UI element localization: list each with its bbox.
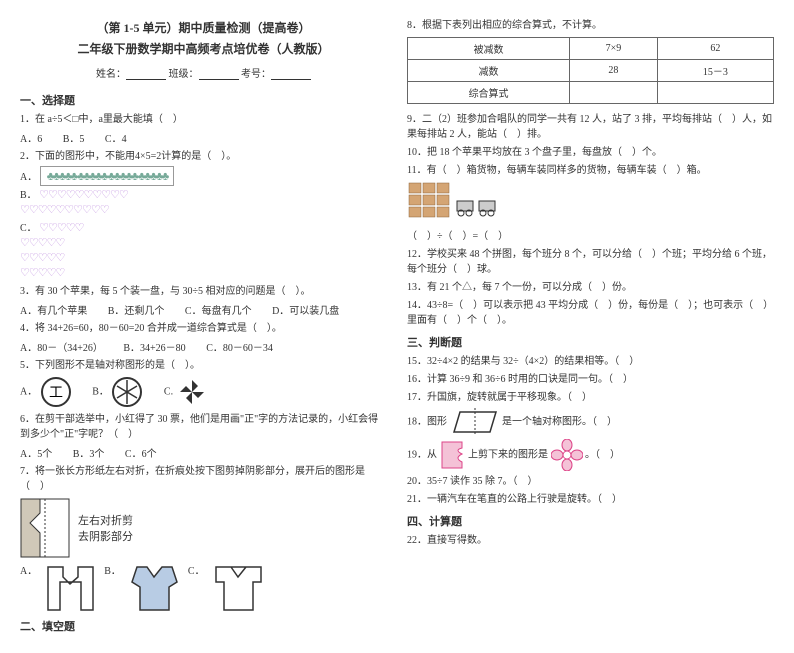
- q12-text: 12．学校买来 48 个拼图，每个班分 8 个，可以分给（ ）个班；平均分给 6…: [407, 247, 774, 277]
- q10-text: 10．把 18 个苹果平均放在 3 个盘子里，每盘放（ ）个。: [407, 145, 774, 160]
- q8-text: 8．根据下表列出相应的综合算式，不计算。: [407, 18, 774, 33]
- flower-icon: [551, 439, 583, 471]
- q1-b: B．5: [63, 130, 85, 145]
- q16-text: 16．计算 36÷9 和 36÷6 时用的口诀是同一句。（ ）: [407, 372, 774, 387]
- q3-d: D．可以装几盘: [272, 302, 339, 317]
- q11-img: [407, 181, 774, 226]
- q7-c: C．: [188, 562, 205, 612]
- t-h1: 被减数: [408, 38, 570, 60]
- symmetry-icon-b: [111, 376, 143, 408]
- q4-a: A．80－（34+26）: [20, 339, 103, 354]
- section-3-header: 三、判断题: [407, 334, 774, 350]
- q1-opts: A．6 B．5 C．4: [20, 130, 387, 145]
- t-r2: 28: [570, 60, 658, 82]
- t-r1: 减数: [408, 60, 570, 82]
- q4-text: 4．将 34+26=60，80－60=20 合并成一道综合算式是（ ）。: [20, 321, 387, 336]
- q4-opts: A．80－（34+26） B．34+26－80 C．80－60－34: [20, 339, 387, 354]
- q19-row: 19．从 上剪下来的图形是 。（ ）: [407, 439, 774, 471]
- q3-a: A．有几个苹果: [20, 302, 87, 317]
- shirt-c-icon: [211, 562, 266, 612]
- q7-b: B．: [104, 562, 121, 612]
- shirt-a-icon: [43, 562, 98, 612]
- info-line: 姓名： 班级： 考号：: [20, 65, 387, 80]
- q1-c: C．4: [105, 130, 127, 145]
- clover-icon: ♣♣♣♣♣ ♣♣♣♣♣ ♣♣♣♣♣ ♣♣♣♣♣: [40, 166, 175, 186]
- fold-diagram: 左右对折剪 去阴影部分: [20, 498, 387, 558]
- q7-a: A．: [20, 562, 37, 612]
- fold-inst1: 左右对折剪: [78, 512, 133, 528]
- q5-text: 5．下列图形不是轴对称图形的是（ ）。: [20, 358, 387, 373]
- q2-opt-b: B． ♡♡♡♡♡♡♡♡♡♡♡♡♡♡♡♡♡♡♡♡: [20, 188, 387, 218]
- q8-table: 被减数 7×9 62 减数 28 15－3 综合算式: [407, 37, 774, 104]
- svg-text:工: 工: [49, 386, 63, 401]
- pinwheel-icon: [176, 376, 208, 408]
- fold-inst2: 去阴影部分: [78, 528, 133, 544]
- q18-text2: 是一个轴对称图形。（ ）: [502, 416, 617, 427]
- shirt-b-icon: [127, 562, 182, 612]
- exam-label: 考号：: [241, 69, 271, 80]
- q15-text: 15．32÷4×2 的结果与 32÷（4×2）的结果相等。（ ）: [407, 354, 774, 369]
- section-1-header: 一、选择题: [20, 92, 387, 108]
- section-4-header: 四、计算题: [407, 513, 774, 529]
- q6-text: 6．在剪干部选举中，小红得了 30 票，他们是用画"正"字的方法记录的，小红会得…: [20, 412, 387, 442]
- q18-row: 18．图形 是一个轴对称图形。（ ）: [407, 408, 774, 436]
- q11-text: 11．有（ ）箱货物，每辆车装同样多的货物，每辆车装（ ）箱。: [407, 163, 774, 178]
- q22-text: 22．直接写得数。: [407, 533, 774, 548]
- q6-a: A．5个: [20, 445, 52, 460]
- q17-text: 17．升国旗，旋转就属于平移现象。（ ）: [407, 390, 774, 405]
- parallelogram-icon: [450, 408, 500, 436]
- q6-c: C．6个: [125, 445, 157, 460]
- t-r3: 15－3: [657, 60, 773, 82]
- name-label: 姓名：: [96, 69, 126, 80]
- title-sub: 二年级下册数学期中高频考点培优卷（人教版）: [20, 40, 387, 57]
- q5-opts: A． 工 B． C.: [20, 376, 387, 408]
- q5-b: B．: [92, 376, 143, 408]
- q4-b: B．34+26－80: [123, 339, 185, 354]
- q18-text: 18．图形: [407, 416, 447, 427]
- q9-text: 9．二（2）班参加合唱队的同学一共有 12 人，站了 3 排，平均每排站（ ）人…: [407, 112, 774, 142]
- q1-a: A．6: [20, 130, 42, 145]
- title-main: （第 1-5 单元）期中质量检测（提高卷）: [20, 19, 387, 36]
- class-label: 班级：: [169, 69, 199, 80]
- q14-text: 14．43÷8=（ ）可以表示把 43 平均分成（ ）份，每份是（ ）；也可表示…: [407, 298, 774, 328]
- q6-opts: A．5个 B．3个 C．6个: [20, 445, 387, 460]
- q1-text: 1．在 a÷5＜□中，a里最大能填（ ）: [20, 112, 387, 127]
- fold-shape-icon: [20, 498, 70, 558]
- pink-cut-icon: [440, 440, 466, 470]
- symmetry-icon-a: 工: [40, 376, 72, 408]
- q2-opt-a: A． ♣♣♣♣♣ ♣♣♣♣♣ ♣♣♣♣♣ ♣♣♣♣♣: [20, 167, 387, 185]
- q5-a: A． 工: [20, 376, 72, 408]
- section-2-header: 二、填空题: [20, 618, 387, 634]
- heart-grid-icon: ♡♡♡♡♡♡♡♡♡♡♡♡♡♡♡♡♡♡♡♡: [20, 189, 128, 216]
- q3-opts: A．有几个苹果 B．还剩几个 C．每盘有几个 D．可以装几盘: [20, 302, 387, 317]
- t-f1: 综合算式: [408, 82, 570, 104]
- q13-text: 13．有 21 个△，每 7 个一份，可以分成（ ）份。: [407, 280, 774, 295]
- q2-opt-c: C． ♡♡♡♡♡♡♡♡♡♡♡♡♡♡♡♡♡♡♡♡: [20, 221, 387, 281]
- q11-eq: （ ）÷（ ）=（ ）: [407, 229, 774, 244]
- q3-text: 3．有 30 个苹果，每 5 个装一盘，与 30÷5 相对应的问题是（ ）。: [20, 284, 387, 299]
- q3-b: B．还剩几个: [108, 302, 165, 317]
- q2-text: 2．下面的图形中，不能用4×5=2计算的是（ ）。: [20, 149, 387, 164]
- right-column: 8．根据下表列出相应的综合算式，不计算。 被减数 7×9 62 减数 28 15…: [407, 15, 774, 638]
- t-f3: [657, 82, 773, 104]
- q19-text: 19．从: [407, 449, 437, 460]
- q21-text: 21．一辆汽车在笔直的公路上行驶是旋转。（ ）: [407, 492, 774, 507]
- q7-text: 7．将一张长方形纸左右对折，在折痕处按下图剪掉阴影部分，展开后的图形是（ ）: [20, 464, 387, 494]
- t-h2: 7×9: [570, 38, 658, 60]
- q3-c: C．每盘有几个: [185, 302, 252, 317]
- t-h3: 62: [657, 38, 773, 60]
- q19-text3: 。（ ）: [585, 449, 620, 460]
- left-column: （第 1-5 单元）期中质量检测（提高卷） 二年级下册数学期中高频考点培优卷（人…: [20, 15, 387, 638]
- goods-boxes-icon: [407, 181, 497, 226]
- q7-opts: A． B． C．: [20, 562, 387, 612]
- q19-text2: 上剪下来的图形是: [468, 449, 548, 460]
- q4-c: C．80－60－34: [206, 339, 273, 354]
- q6-b: B．3个: [73, 445, 105, 460]
- q5-c: C.: [164, 376, 208, 408]
- t-f2: [570, 82, 658, 104]
- q20-text: 20．35÷7 读作 35 除 7。（ ）: [407, 474, 774, 489]
